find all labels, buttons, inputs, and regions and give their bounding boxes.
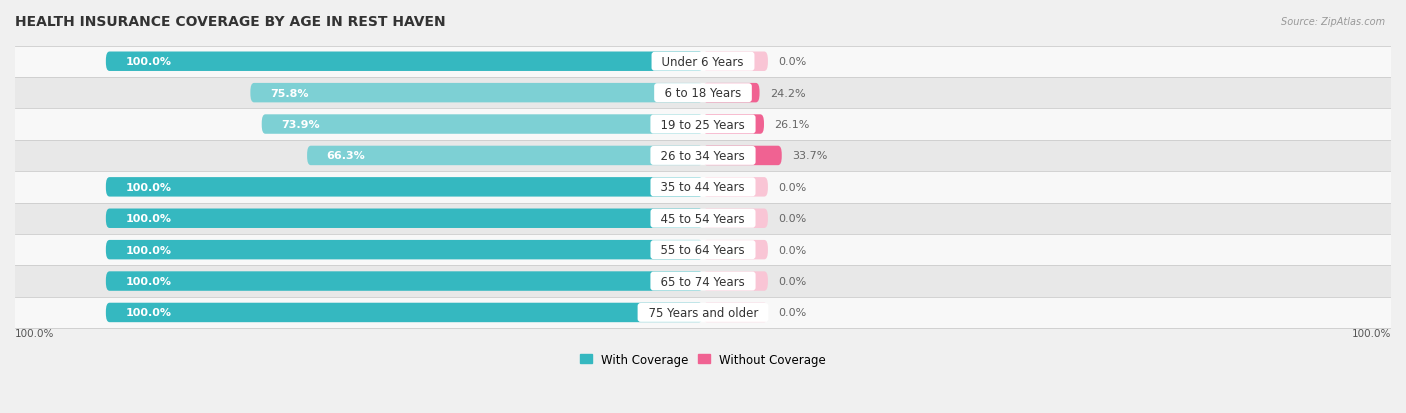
Legend: With Coverage, Without Coverage: With Coverage, Without Coverage [575,348,831,370]
Text: 26.1%: 26.1% [775,120,810,130]
Text: 100.0%: 100.0% [1351,328,1391,338]
Text: 100.0%: 100.0% [125,214,172,224]
FancyBboxPatch shape [15,266,1391,297]
FancyBboxPatch shape [262,115,703,135]
Text: 0.0%: 0.0% [779,308,807,318]
FancyBboxPatch shape [703,84,759,103]
FancyBboxPatch shape [15,46,1391,78]
Text: 19 to 25 Years: 19 to 25 Years [654,118,752,131]
FancyBboxPatch shape [105,240,703,260]
Text: 0.0%: 0.0% [779,183,807,192]
FancyBboxPatch shape [105,272,703,291]
Text: 65 to 74 Years: 65 to 74 Years [654,275,752,288]
FancyBboxPatch shape [15,172,1391,203]
Text: 100.0%: 100.0% [15,328,55,338]
Text: 0.0%: 0.0% [779,214,807,224]
Text: 73.9%: 73.9% [281,120,319,130]
FancyBboxPatch shape [703,303,768,323]
FancyBboxPatch shape [15,203,1391,235]
FancyBboxPatch shape [703,209,768,228]
Text: Under 6 Years: Under 6 Years [655,56,751,69]
Text: 24.2%: 24.2% [770,88,806,98]
FancyBboxPatch shape [105,52,703,72]
FancyBboxPatch shape [15,140,1391,172]
FancyBboxPatch shape [15,235,1391,266]
FancyBboxPatch shape [105,303,703,323]
Text: 0.0%: 0.0% [779,245,807,255]
FancyBboxPatch shape [703,240,768,260]
Text: Source: ZipAtlas.com: Source: ZipAtlas.com [1281,17,1385,26]
Text: 6 to 18 Years: 6 to 18 Years [657,87,749,100]
Text: 75 Years and older: 75 Years and older [641,306,765,319]
FancyBboxPatch shape [105,178,703,197]
Text: 100.0%: 100.0% [125,245,172,255]
Text: 26 to 34 Years: 26 to 34 Years [654,150,752,163]
FancyBboxPatch shape [15,109,1391,140]
FancyBboxPatch shape [15,297,1391,328]
FancyBboxPatch shape [703,178,768,197]
Text: 100.0%: 100.0% [125,57,172,67]
Text: 0.0%: 0.0% [779,276,807,286]
Text: 0.0%: 0.0% [779,57,807,67]
Text: 100.0%: 100.0% [125,308,172,318]
FancyBboxPatch shape [307,146,703,166]
Text: 33.7%: 33.7% [792,151,828,161]
Text: HEALTH INSURANCE COVERAGE BY AGE IN REST HAVEN: HEALTH INSURANCE COVERAGE BY AGE IN REST… [15,15,446,29]
Text: 55 to 64 Years: 55 to 64 Years [654,244,752,256]
Text: 45 to 54 Years: 45 to 54 Years [654,212,752,225]
FancyBboxPatch shape [703,115,763,135]
FancyBboxPatch shape [703,52,768,72]
Text: 35 to 44 Years: 35 to 44 Years [654,181,752,194]
FancyBboxPatch shape [105,209,703,228]
Text: 100.0%: 100.0% [125,183,172,192]
FancyBboxPatch shape [15,78,1391,109]
Text: 66.3%: 66.3% [326,151,366,161]
Text: 75.8%: 75.8% [270,88,308,98]
FancyBboxPatch shape [703,272,768,291]
FancyBboxPatch shape [250,84,703,103]
Text: 100.0%: 100.0% [125,276,172,286]
FancyBboxPatch shape [703,146,782,166]
